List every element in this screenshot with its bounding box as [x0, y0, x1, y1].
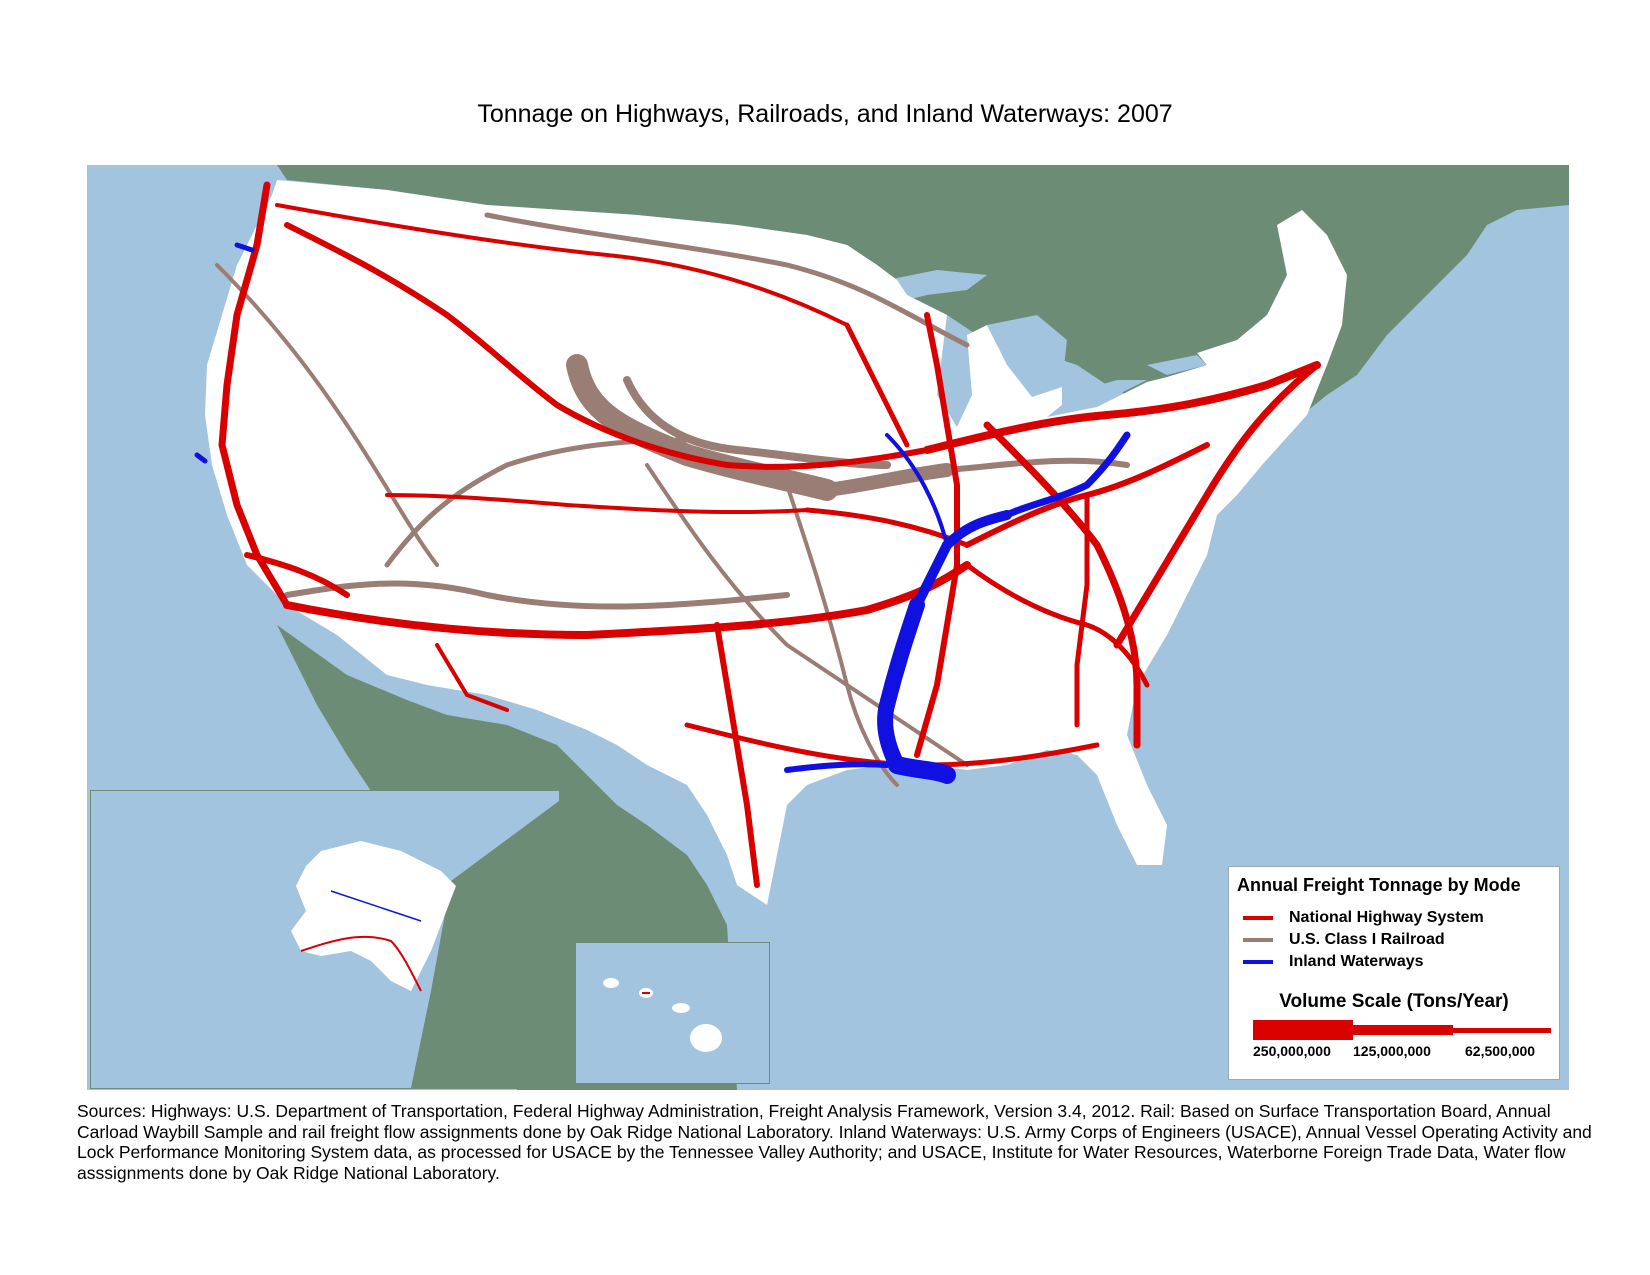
big-island — [690, 1024, 722, 1052]
volume-scale-bar — [1253, 1020, 1551, 1040]
legend-item-railroad: U.S. Class I Railroad — [1243, 929, 1445, 951]
hawaii-map — [603, 978, 722, 1052]
volume-scale-title: Volume Scale (Tons/Year) — [1279, 991, 1509, 1012]
lake-huron — [987, 315, 1067, 395]
legend-swatch-railroad — [1243, 938, 1273, 942]
hawaii-inset — [575, 942, 770, 1084]
lake-ontario — [1147, 355, 1207, 375]
us-landmass — [205, 180, 1347, 905]
legend-item-highway: National Highway System — [1243, 907, 1484, 929]
volume-scale-bar-large — [1253, 1020, 1353, 1040]
legend-label-highway: National Highway System — [1289, 909, 1484, 926]
legend-swatch-highway — [1243, 916, 1273, 920]
waterway-network — [194, 242, 1131, 784]
alaska-landmass — [291, 841, 456, 991]
lake-erie — [1047, 380, 1147, 415]
map-title: Tonnage on Highways, Railroads, and Inla… — [477, 100, 1173, 128]
legend-label-waterway: Inland Waterways — [1289, 953, 1424, 970]
alaska-map — [291, 801, 559, 1088]
highway-network — [218, 181, 1321, 888]
volume-scale-bar-medium — [1353, 1025, 1453, 1035]
volume-scale-bar-small — [1453, 1028, 1551, 1033]
legend-swatch-waterway — [1243, 960, 1273, 964]
maui-island — [672, 1003, 690, 1013]
volume-scale-label-medium: 125,000,000 — [1353, 1043, 1431, 1059]
legend-label-railroad: U.S. Class I Railroad — [1289, 931, 1445, 948]
alaska-inset — [90, 790, 560, 1089]
kauai-island — [603, 978, 619, 988]
volume-scale-label-small: 62,500,000 — [1465, 1043, 1536, 1059]
sources-note: Sources: Highways: U.S. Department of Tr… — [77, 1101, 1592, 1183]
canada-yukon-landmass — [411, 801, 559, 1088]
legend-title: Annual Freight Tonnage by Mode — [1237, 875, 1521, 895]
volume-scale-label-large: 250,000,000 — [1253, 1043, 1331, 1059]
legend-item-waterway: Inland Waterways — [1243, 951, 1424, 973]
map-legend: Annual Freight Tonnage by Mode National … — [1228, 866, 1560, 1080]
